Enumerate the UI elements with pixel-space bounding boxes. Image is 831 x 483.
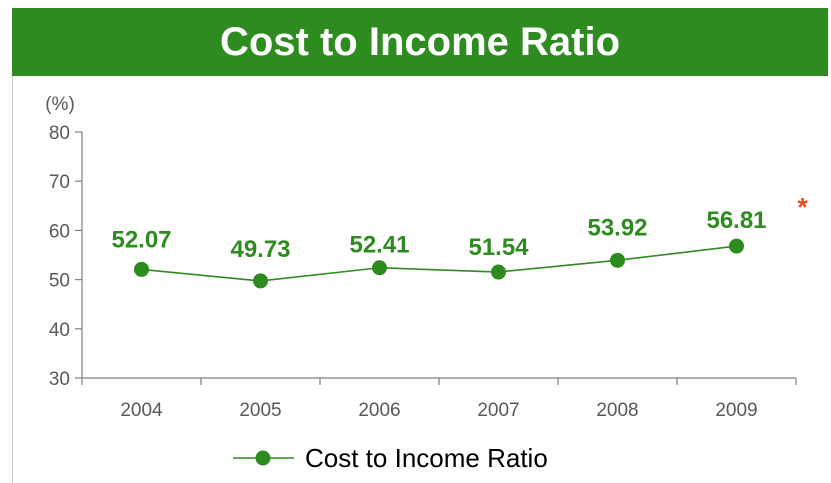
x-tick-label: 2006 (358, 400, 400, 421)
data-label: 53.92 (587, 214, 647, 241)
y-tick-label: 30 (49, 369, 70, 390)
data-label: 51.54 (468, 234, 529, 261)
legend-label: Cost to Income Ratio (305, 443, 548, 473)
data-point (372, 260, 387, 276)
frame-left-rule (12, 76, 13, 483)
axes: (%) 30 40 50 60 70 80 2004 2005 2006 2007 2008 2009 (45, 94, 797, 421)
annotation-asterisk: * (797, 192, 808, 222)
chart-title: Cost to Income Ratio (219, 19, 621, 64)
x-tick-label: 2005 (239, 400, 281, 421)
data-label: 56.81 (706, 207, 766, 234)
y-tick-label: 70 (49, 172, 70, 193)
legend-marker (255, 450, 271, 466)
x-tick-label: 2008 (596, 400, 638, 421)
y-tick-label: 60 (49, 221, 70, 242)
data-point (253, 273, 268, 289)
data-point (134, 261, 149, 277)
data-label: 52.41 (349, 232, 409, 259)
x-tick-label: 2007 (477, 400, 519, 421)
data-point (610, 252, 625, 268)
legend: Cost to Income Ratio (233, 443, 548, 473)
title-bar: Cost to Income Ratio (12, 8, 828, 76)
y-axis-unit-label: (%) (45, 94, 75, 115)
data-label: 52.07 (111, 226, 171, 253)
x-tick-label: 2009 (715, 400, 757, 421)
x-tick-label: 2004 (120, 400, 163, 421)
data-label: 49.73 (230, 236, 290, 263)
y-tick-label: 50 (49, 271, 70, 292)
series-group: 52.07 49.73 52.41 51.54 53.92 56.81 * (111, 192, 808, 289)
y-tick-label: 40 (49, 320, 70, 341)
y-tick-label: 80 (49, 123, 70, 144)
data-point (491, 264, 506, 280)
data-point (729, 238, 744, 254)
series-line (141, 245, 737, 282)
